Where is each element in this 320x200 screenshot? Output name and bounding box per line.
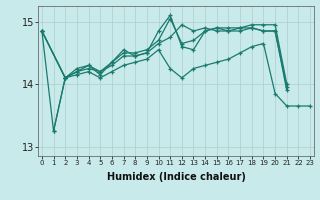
X-axis label: Humidex (Indice chaleur): Humidex (Indice chaleur) (107, 172, 245, 182)
